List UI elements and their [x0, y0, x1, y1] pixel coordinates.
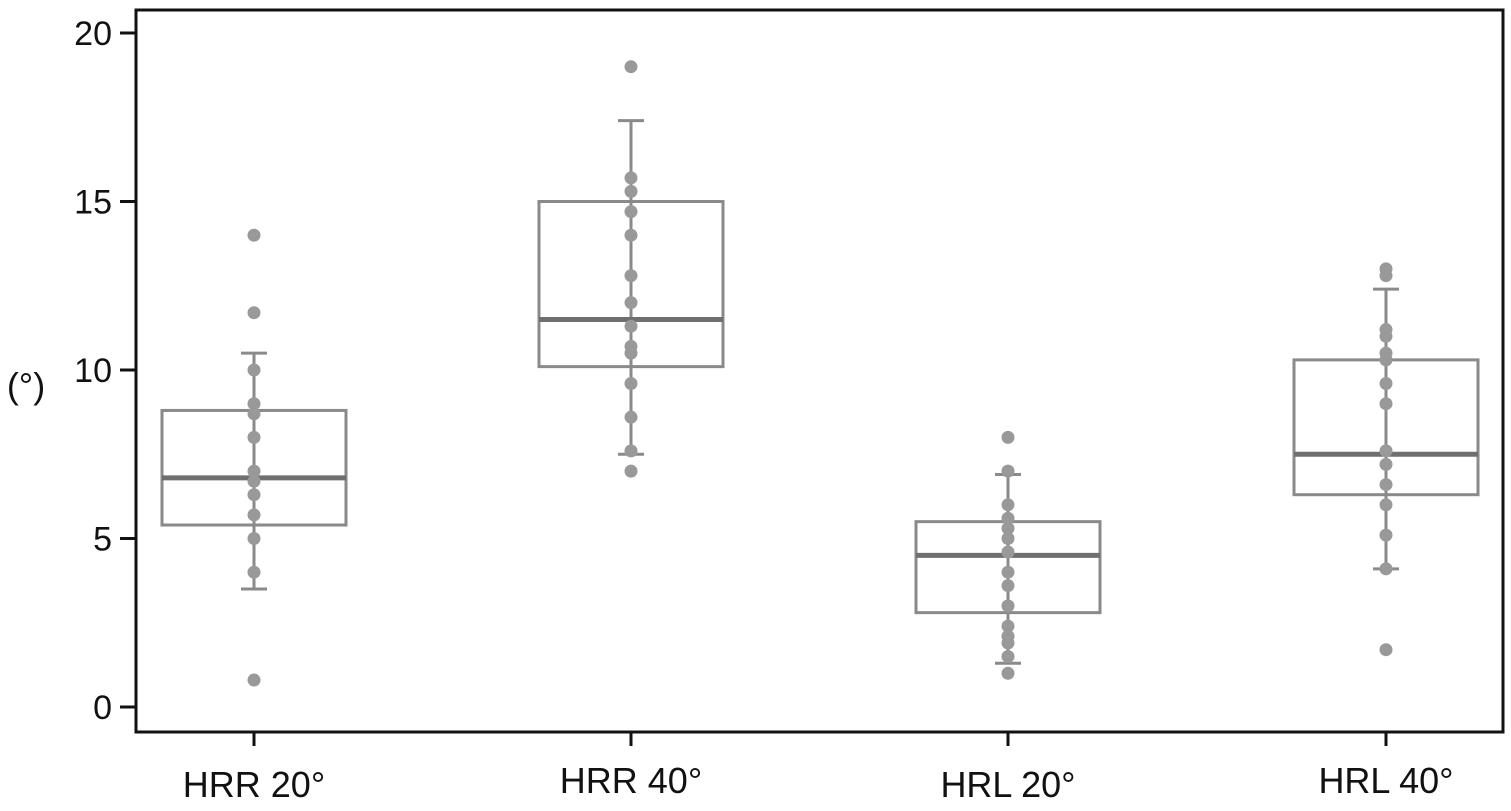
- y-tick-label: 5: [93, 521, 112, 559]
- box-group-4: [1292, 262, 1480, 657]
- data-point: [624, 269, 638, 283]
- data-point: [247, 673, 261, 687]
- data-point: [1001, 579, 1015, 593]
- boxes-layer: [160, 60, 1480, 687]
- box-group-2: [537, 60, 725, 478]
- y-tick-label: 10: [74, 352, 112, 390]
- data-point: [1379, 478, 1393, 492]
- data-point: [624, 205, 638, 219]
- data-point: [1001, 511, 1015, 525]
- data-point: [247, 228, 261, 242]
- data-point: [624, 184, 638, 198]
- y-tick-label: 20: [74, 15, 112, 53]
- data-point: [1379, 397, 1393, 411]
- data-point: [1379, 528, 1393, 542]
- data-point: [247, 464, 261, 478]
- box-group-1: [160, 228, 348, 687]
- data-point: [1379, 457, 1393, 471]
- data-point: [1001, 498, 1015, 512]
- data-point: [624, 60, 638, 74]
- data-point: [1001, 464, 1015, 478]
- data-point: [247, 508, 261, 522]
- data-point: [624, 171, 638, 185]
- data-point: [247, 430, 261, 444]
- data-point: [1001, 532, 1015, 545]
- data-point: [624, 410, 638, 424]
- box-group-3: [914, 430, 1102, 680]
- y-tick-label: 15: [74, 184, 112, 222]
- x-axis: HRR 20° HRR 40° HRL 20° HRL 40°: [183, 732, 1454, 805]
- data-point: [247, 488, 261, 502]
- data-point: [1001, 599, 1015, 613]
- data-point: [247, 532, 261, 545]
- data-point: [1379, 498, 1393, 512]
- data-point: [1001, 545, 1015, 559]
- data-point: [1001, 565, 1015, 579]
- data-point: [247, 397, 261, 411]
- data-point: [1001, 619, 1015, 633]
- data-point: [1379, 329, 1393, 343]
- data-point: [247, 565, 261, 579]
- plot-frame: [134, 8, 1505, 734]
- data-point: [624, 464, 638, 478]
- data-point: [247, 363, 261, 377]
- data-point: [1001, 430, 1015, 444]
- x-tick-label: HRR 20°: [183, 764, 325, 805]
- data-point: [624, 296, 638, 310]
- data-point: [1001, 521, 1015, 535]
- data-point: [624, 319, 638, 333]
- data-point: [624, 444, 638, 458]
- box-iqr: [537, 200, 725, 369]
- data-point: [247, 407, 261, 421]
- data-point: [1379, 376, 1393, 390]
- y-axis-label: (°): [7, 365, 45, 406]
- data-point: [247, 306, 261, 320]
- y-axis: 0 5 10 15 20: [74, 15, 136, 727]
- x-tick-label: HRL 20°: [940, 764, 1075, 805]
- data-point: [1001, 649, 1015, 663]
- data-point: [624, 376, 638, 390]
- data-point: [1379, 269, 1393, 283]
- data-point: [624, 346, 638, 360]
- x-tick-label: HRR 40°: [560, 760, 702, 801]
- data-point: [247, 474, 261, 488]
- y-tick-label: 0: [93, 689, 112, 727]
- x-tick-label: HRL 40°: [1318, 760, 1453, 801]
- data-point: [1001, 636, 1015, 650]
- data-point: [1001, 666, 1015, 680]
- data-point: [1379, 562, 1393, 576]
- data-point: [1379, 444, 1393, 458]
- data-point: [1379, 353, 1393, 367]
- data-point: [1379, 643, 1393, 657]
- data-point: [624, 228, 638, 242]
